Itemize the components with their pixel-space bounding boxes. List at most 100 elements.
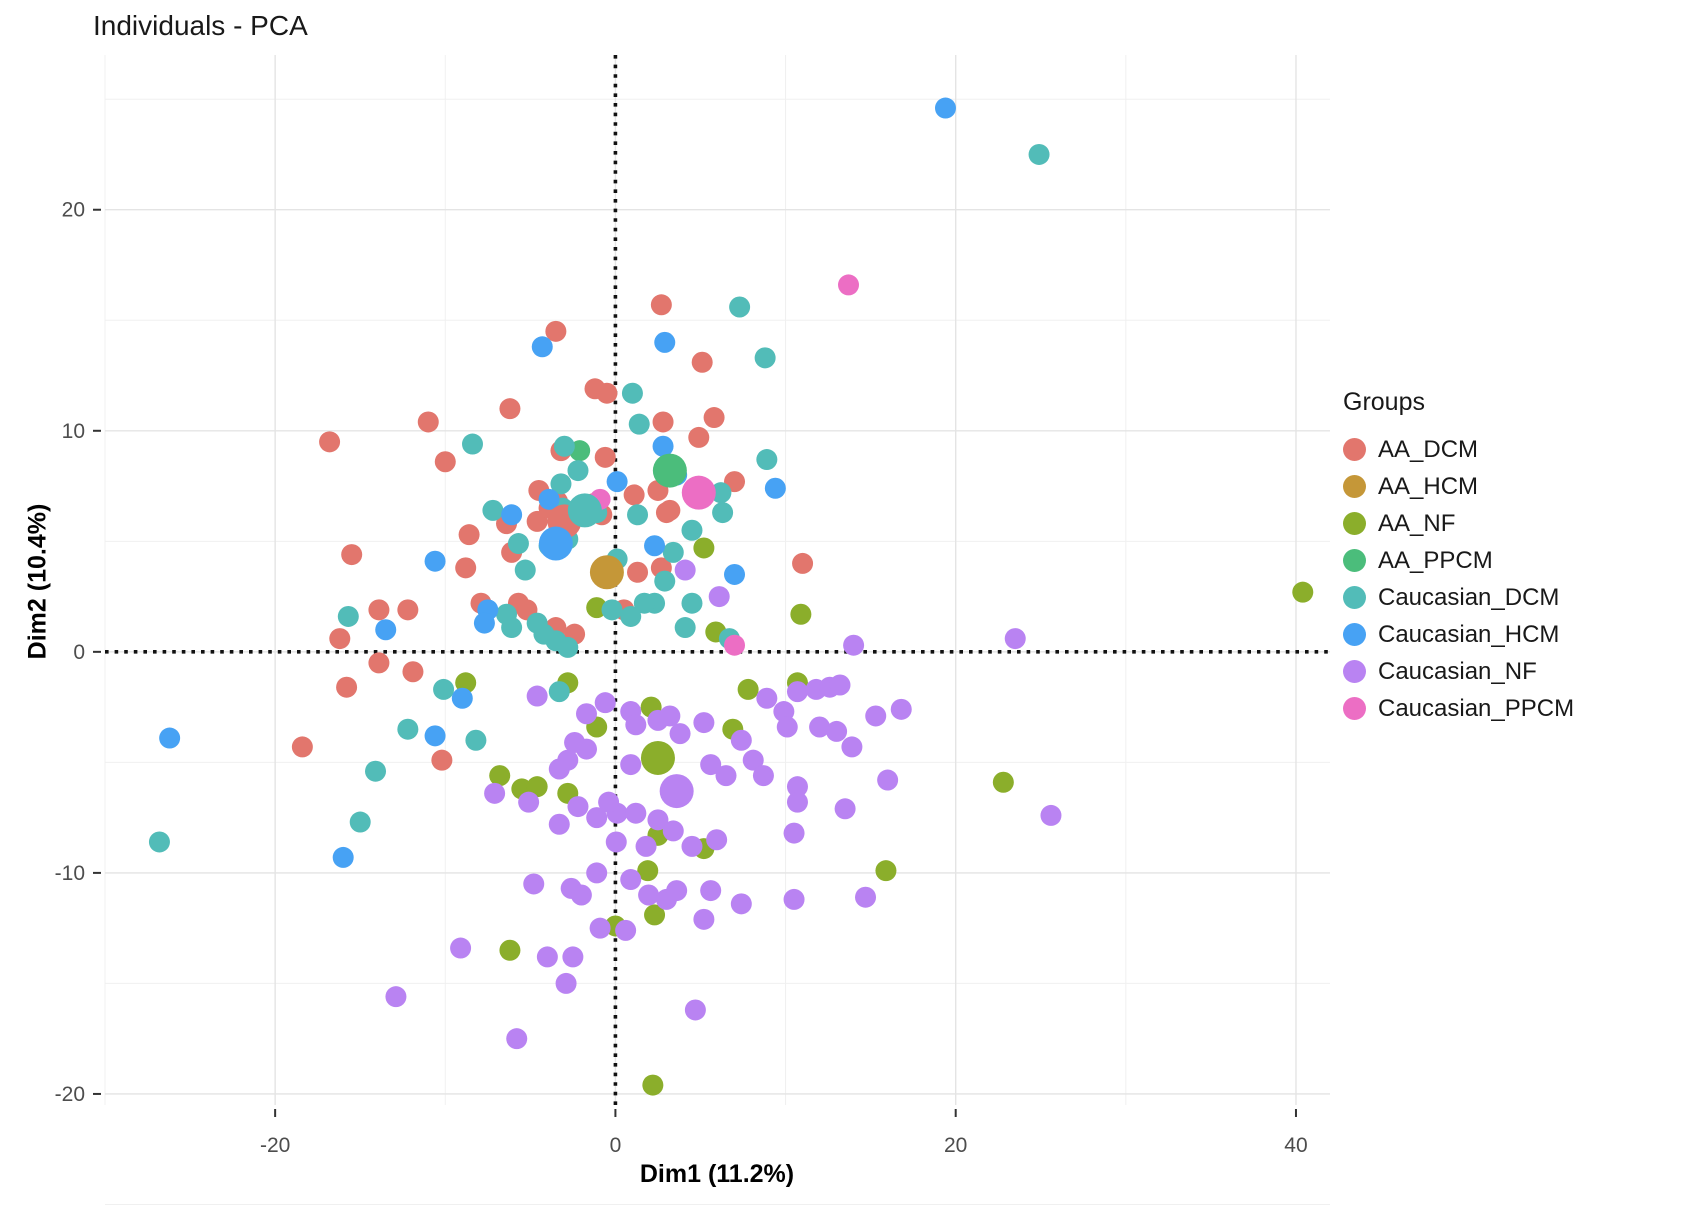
data-point-Caucasian_NF	[890, 698, 912, 720]
data-point-Caucasian_DCM	[462, 433, 483, 455]
data-point-Caucasian_NF	[681, 835, 703, 857]
legend-label: Caucasian_PPCM	[1378, 695, 1575, 722]
data-point-Caucasian_NF	[620, 869, 642, 891]
data-point-Caucasian_HCM	[424, 725, 446, 747]
data-point-Caucasian_NF	[674, 559, 696, 581]
data-point-Caucasian_NF	[756, 687, 778, 709]
data-point-AA_DCM	[329, 628, 351, 650]
data-point-Caucasian_DCM	[633, 592, 655, 614]
data-point-Caucasian_NF	[484, 782, 506, 804]
data-point-AA_DCM	[368, 652, 390, 674]
data-point-Caucasian_NF	[638, 884, 660, 906]
data-point-Caucasian_NF	[715, 765, 737, 787]
centroid-point-AA_NF	[640, 740, 675, 775]
data-point-Caucasian_NF	[586, 807, 608, 829]
data-point-Caucasian_NF	[506, 1028, 528, 1050]
data-point-Caucasian_NF	[730, 893, 752, 915]
data-point-Caucasian_HCM	[473, 612, 495, 634]
legend-label: AA_PPCM	[1378, 547, 1493, 574]
data-point-Caucasian_HCM	[332, 846, 354, 868]
data-point-Caucasian_DCM	[754, 347, 776, 369]
data-point-Caucasian_NF	[586, 862, 608, 884]
data-point-Caucasian_NF	[526, 685, 548, 707]
data-point-Caucasian_NF	[877, 769, 899, 791]
data-point-Caucasian_NF	[659, 705, 681, 727]
legend-item-Caucasian_HCM: Caucasian_HCM	[1343, 616, 1574, 653]
data-point-AA_DCM	[596, 382, 618, 404]
data-point-AA_DCM	[545, 320, 567, 342]
legend-item-Caucasian_DCM: Caucasian_DCM	[1343, 579, 1574, 616]
data-point-Caucasian_NF	[620, 754, 642, 776]
data-point-Caucasian_DCM	[337, 605, 359, 627]
data-point-Caucasian_DCM	[349, 811, 371, 833]
data-point-Caucasian_NF	[783, 822, 805, 844]
data-point-Caucasian_DCM	[662, 541, 684, 563]
x-tick-label: 20	[944, 1134, 967, 1157]
data-point-AA_NF	[499, 939, 521, 961]
data-point-Caucasian_NF	[523, 873, 545, 895]
data-point-AA_NF	[644, 904, 666, 926]
data-point-Caucasian_DCM	[550, 473, 572, 495]
data-point-Caucasian_NF	[826, 720, 848, 742]
legend-swatch-icon	[1343, 475, 1366, 498]
data-point-AA_DCM	[623, 484, 645, 506]
data-point-Caucasian_DCM	[681, 519, 703, 541]
legend-label: Caucasian_NF	[1378, 658, 1537, 685]
data-point-AA_DCM	[455, 557, 477, 579]
data-point-Caucasian_NF	[786, 681, 808, 703]
data-point-Caucasian_HCM	[424, 550, 446, 572]
data-point-AA_DCM	[792, 552, 814, 574]
data-point-Caucasian_NF	[693, 712, 715, 734]
legend-item-AA_HCM: AA_HCM	[1343, 468, 1574, 505]
data-point-Caucasian_NF	[809, 716, 831, 738]
data-point-Caucasian_DCM	[729, 296, 751, 318]
data-point-AA_NF	[586, 597, 608, 619]
legend-label: Caucasian_DCM	[1378, 584, 1560, 611]
data-point-Caucasian_NF	[706, 829, 728, 851]
x-tick-label: 40	[1284, 1134, 1307, 1157]
legend-swatch-icon	[1343, 512, 1366, 535]
data-point-Caucasian_NF	[605, 831, 627, 853]
data-point-Caucasian_HCM	[606, 471, 628, 493]
data-point-Caucasian_NF	[562, 946, 584, 968]
legend-item-Caucasian_NF: Caucasian_NF	[1343, 653, 1574, 690]
data-point-Caucasian_NF	[783, 888, 805, 910]
data-point-Caucasian_HCM	[159, 727, 181, 749]
data-point-Caucasian_HCM	[538, 488, 560, 510]
data-point-Caucasian_NF	[786, 776, 808, 798]
data-point-Caucasian_NF	[700, 880, 722, 902]
legend-swatch-icon	[1343, 697, 1366, 720]
data-point-Caucasian_NF	[548, 813, 570, 835]
centroid-point-AA_HCM	[589, 555, 624, 590]
data-point-Caucasian_DCM	[501, 617, 523, 639]
data-point-AA_NF	[992, 771, 1014, 793]
data-point-Caucasian_NF	[693, 908, 715, 930]
data-point-Caucasian_NF	[742, 749, 764, 771]
data-point-AA_DCM	[336, 676, 358, 698]
data-point-Caucasian_NF	[841, 736, 863, 758]
legend-swatch-icon	[1343, 586, 1366, 609]
data-point-Caucasian_NF	[635, 835, 657, 857]
data-point-Caucasian_NF	[786, 791, 808, 813]
data-point-AA_DCM	[650, 294, 672, 316]
centroid-point-Caucasian_HCM	[538, 526, 573, 561]
data-point-Caucasian_NF	[1004, 628, 1026, 650]
data-point-AA_NF	[875, 860, 897, 882]
data-point-Caucasian_NF	[555, 972, 577, 994]
data-point-Caucasian_HCM	[934, 97, 956, 119]
data-point-AA_NF	[637, 860, 659, 882]
data-point-Caucasian_NF	[567, 796, 589, 818]
data-point-Caucasian_DCM	[620, 605, 642, 627]
data-point-AA_NF	[737, 678, 759, 700]
data-point-Caucasian_DCM	[674, 617, 696, 639]
data-point-Caucasian_NF	[450, 937, 472, 959]
data-point-Caucasian_NF	[1040, 804, 1062, 826]
legend-swatch-icon	[1343, 660, 1366, 683]
data-point-Caucasian_DCM	[433, 678, 455, 700]
data-point-AA_DCM	[431, 749, 453, 771]
data-point-AA_DCM	[417, 411, 439, 433]
legend-label: AA_HCM	[1378, 473, 1479, 500]
x-tick-label: -20	[260, 1134, 290, 1157]
